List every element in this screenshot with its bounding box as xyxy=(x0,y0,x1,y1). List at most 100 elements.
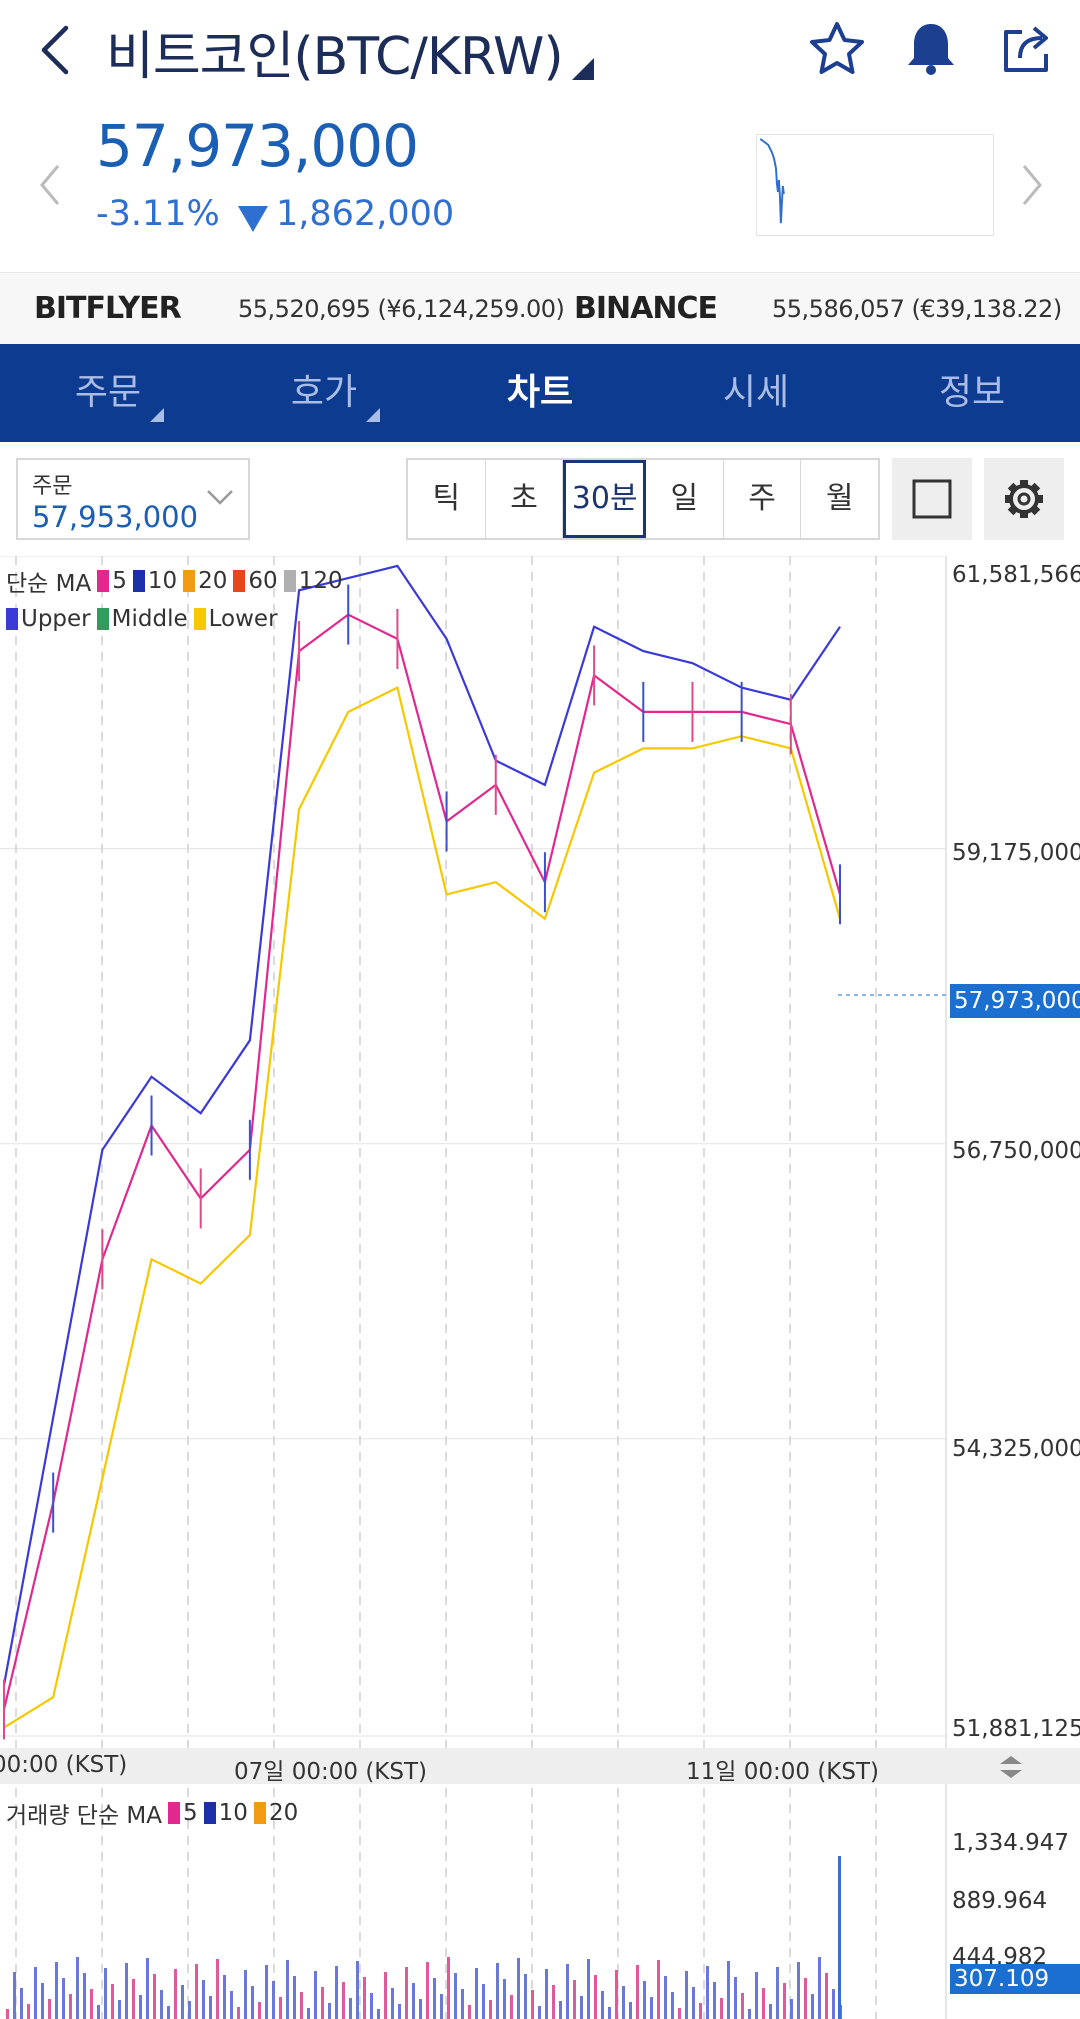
tab-info[interactable]: 정보 xyxy=(864,344,1080,442)
sub-menu-icon xyxy=(366,408,380,422)
legend-swatch xyxy=(168,1802,181,1824)
volume-bar xyxy=(769,2004,772,2019)
legend-swatch xyxy=(6,608,18,630)
exchange-name: BITFLYER xyxy=(34,291,182,326)
volume-bar xyxy=(650,1997,653,2019)
volume-bar xyxy=(314,1971,317,2019)
volume-bar xyxy=(405,1967,408,2019)
volume-bar xyxy=(811,1994,814,2019)
period-second-button[interactable]: 초 xyxy=(486,460,564,538)
y-axis-label: 51,881,125 xyxy=(952,1716,1080,1742)
price-chart[interactable]: 단순 MA 5 10 20 60 120 Upper Middle Lower … xyxy=(0,556,1080,2019)
volume-bar xyxy=(104,1968,107,2019)
volume-bar xyxy=(734,1977,737,2019)
legend-swatch xyxy=(193,608,206,630)
order-price-select[interactable]: 주문 57,953,000 xyxy=(16,458,250,540)
order-select-value: 57,953,000 xyxy=(32,500,199,534)
main-tabs: 주문 호가 차트 시세 정보 xyxy=(0,344,1080,442)
title-dropdown-icon[interactable] xyxy=(572,58,594,80)
legend-swatch xyxy=(132,570,145,592)
next-arrow-icon[interactable] xyxy=(1016,160,1048,210)
x-axis-label: 11일 00:00 (KST) xyxy=(686,1759,880,1785)
volume-bar xyxy=(209,1996,212,2019)
sub-menu-icon xyxy=(150,408,164,422)
page-title[interactable]: 비트코인(BTC/KRW) xyxy=(106,27,564,87)
resize-handle-icon[interactable] xyxy=(996,1754,1026,1780)
volume-bar xyxy=(838,1856,841,2019)
period-tick-button[interactable]: 틱 xyxy=(408,460,486,538)
prev-arrow-icon[interactable] xyxy=(34,160,66,210)
volume-bar xyxy=(6,2009,9,2019)
volume-bar xyxy=(657,1960,660,2019)
series-line-lower xyxy=(3,686,842,1729)
legend-swatch xyxy=(203,1802,216,1824)
exchange-value: 55,586,057 (€39,138.22) xyxy=(772,295,1062,323)
volume-bar xyxy=(608,2007,611,2019)
volume-bar xyxy=(223,1975,226,2019)
volume-bar xyxy=(419,1999,422,2019)
volume-bar xyxy=(496,1963,499,2019)
volume-bar xyxy=(573,1980,576,2019)
volume-bar xyxy=(559,2001,562,2019)
volume-bar xyxy=(517,1958,520,2019)
legend-swatch xyxy=(233,570,246,592)
volume-bar xyxy=(202,1980,205,2019)
volume-bar xyxy=(741,1993,744,2019)
volume-bar xyxy=(776,1967,779,2019)
tab-label: 차트 xyxy=(506,372,574,413)
period-month-button[interactable]: 월 xyxy=(825,481,854,516)
volume-bar xyxy=(804,1978,807,2019)
volume-bar xyxy=(55,1962,58,2019)
back-arrow-icon[interactable] xyxy=(30,20,80,80)
volume-bar xyxy=(818,1957,821,2019)
volume-bar xyxy=(237,2007,240,2019)
volume-bar xyxy=(755,1972,758,2019)
share-icon[interactable] xyxy=(996,18,1058,80)
volume-bar xyxy=(503,1979,506,2019)
volume-bar xyxy=(713,1982,716,2019)
star-icon[interactable] xyxy=(806,18,868,80)
fullscreen-button[interactable] xyxy=(892,458,972,540)
tab-market-price[interactable]: 시세 xyxy=(648,344,864,442)
volume-bar xyxy=(41,1983,44,2019)
volume-bar xyxy=(706,1966,709,2019)
volume-bar xyxy=(279,1997,282,2019)
volume-bar xyxy=(20,1988,23,2019)
volume-bar xyxy=(615,1970,618,2019)
period-30min-button[interactable]: 30분 xyxy=(563,460,647,538)
legend-ma120: 120 xyxy=(298,568,343,594)
chart-series xyxy=(2,564,946,1740)
chart-settings-button[interactable] xyxy=(984,458,1064,540)
volume-bar xyxy=(454,1973,457,2019)
volume-bar xyxy=(97,2005,100,2019)
volume-bar xyxy=(349,1998,352,2019)
volume-bar xyxy=(531,1990,534,2019)
volume-bar xyxy=(727,1961,730,2019)
volume-bar xyxy=(125,1963,128,2019)
period-week-button[interactable]: 주 xyxy=(724,460,802,538)
volume-bar xyxy=(433,1978,436,2019)
tab-order[interactable]: 주문 xyxy=(0,344,216,442)
tab-chart[interactable]: 차트 xyxy=(432,344,648,442)
legend-vma5: 5 xyxy=(183,1800,198,1826)
volume-bar xyxy=(447,1957,450,2019)
square-icon xyxy=(912,479,952,519)
legend-middle: Middle xyxy=(111,606,188,632)
legend-swatch xyxy=(97,570,110,592)
volume-bar xyxy=(594,1975,597,2019)
volume-bar xyxy=(174,1969,177,2019)
volume-bar xyxy=(587,1959,590,2019)
volume-bar xyxy=(153,1974,156,2019)
volume-bar xyxy=(629,2002,632,2019)
tab-orderbook[interactable]: 호가 xyxy=(216,344,432,442)
bell-icon[interactable] xyxy=(900,18,962,80)
volume-bar xyxy=(545,1969,548,2019)
down-triangle-icon xyxy=(238,206,268,232)
volume-bar xyxy=(251,1986,254,2019)
volume-bar xyxy=(363,1977,366,2019)
legend-ma5: 5 xyxy=(112,568,127,594)
volume-bar xyxy=(790,1999,793,2019)
volume-bar xyxy=(580,1996,583,2019)
period-day-button[interactable]: 일 xyxy=(646,460,724,538)
legend-vma20: 20 xyxy=(268,1800,299,1826)
